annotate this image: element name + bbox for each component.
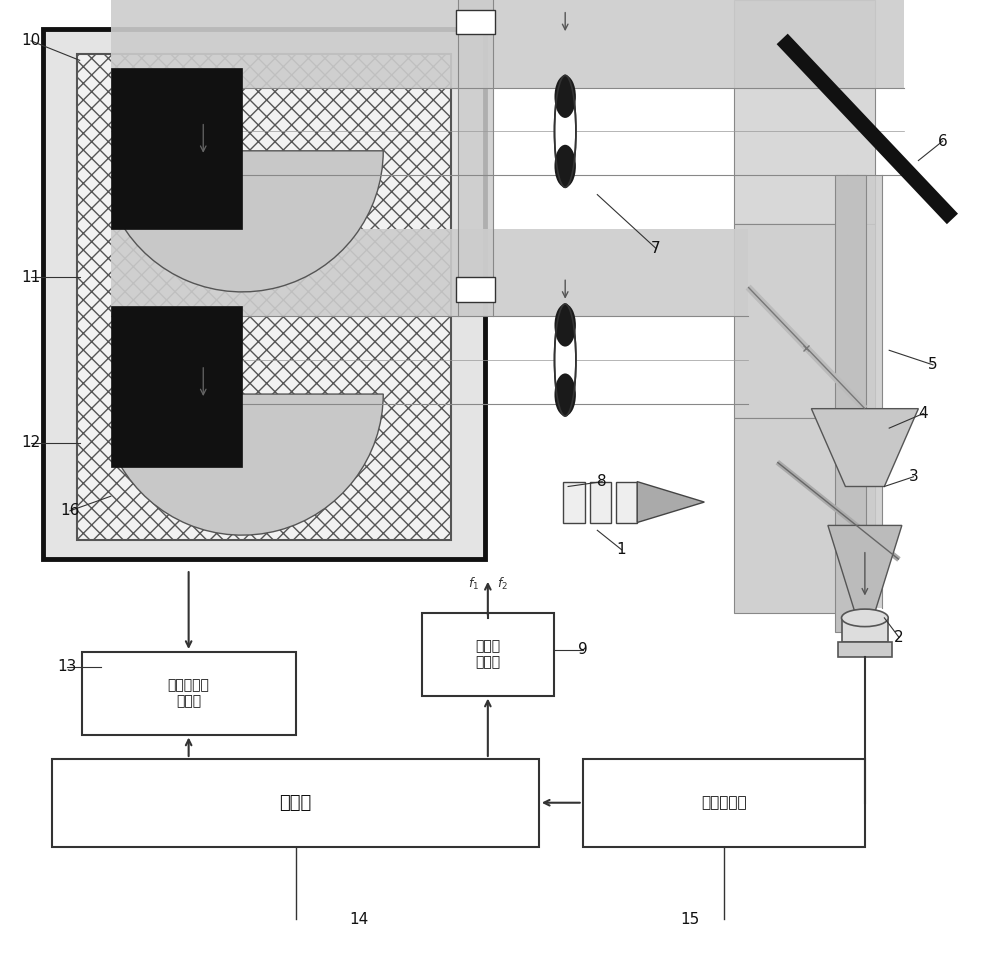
Text: $f_1$: $f_1$ [468,576,479,592]
Bar [77,54,451,540]
Bar [583,759,865,847]
Ellipse shape [554,374,576,416]
Bar [458,0,493,316]
Text: 15: 15 [680,912,699,927]
Bar [422,613,554,696]
Bar [456,10,495,34]
Polygon shape [637,482,704,523]
Ellipse shape [554,145,576,187]
Text: 12: 12 [21,435,41,450]
Bar [616,482,637,523]
Ellipse shape [554,304,576,346]
Bar [734,224,875,418]
Text: 11: 11 [21,270,41,285]
Wedge shape [120,151,383,292]
Bar [456,277,495,302]
Text: 13: 13 [57,659,77,674]
Bar [111,68,242,229]
Bar [835,175,866,632]
Bar [734,0,875,224]
Text: 电控位移台
控制器: 电控位移台 控制器 [168,678,210,708]
Text: 2: 2 [894,630,904,645]
Bar [82,652,296,735]
Bar [563,482,585,523]
Ellipse shape [554,304,576,416]
Bar [847,175,882,608]
Text: $f_2$: $f_2$ [497,576,508,592]
Text: 8: 8 [597,474,607,489]
Text: 斩波器
控制器: 斩波器 控制器 [475,639,500,669]
Bar [43,29,485,559]
Text: 数据采集卡: 数据采集卡 [701,795,747,811]
Ellipse shape [842,609,888,627]
Text: 1: 1 [617,542,626,558]
Text: 4: 4 [918,406,928,421]
Polygon shape [811,409,918,486]
Bar [52,759,539,847]
Wedge shape [120,394,383,535]
Text: 9: 9 [578,642,588,658]
Bar [111,306,242,467]
Text: 7: 7 [651,240,660,256]
Text: 10: 10 [21,33,41,49]
Text: 16: 16 [60,503,80,519]
Text: 5: 5 [928,357,938,373]
Bar [590,482,611,523]
Text: 6: 6 [938,133,948,149]
Bar [842,618,888,642]
Text: 3: 3 [909,469,918,485]
Ellipse shape [554,76,576,118]
Bar [111,0,904,88]
Ellipse shape [554,76,576,187]
Bar [838,642,892,657]
Text: 14: 14 [349,912,369,927]
Polygon shape [828,525,902,613]
Text: 计算机: 计算机 [280,794,312,811]
Bar [734,418,875,613]
Bar [111,229,748,316]
